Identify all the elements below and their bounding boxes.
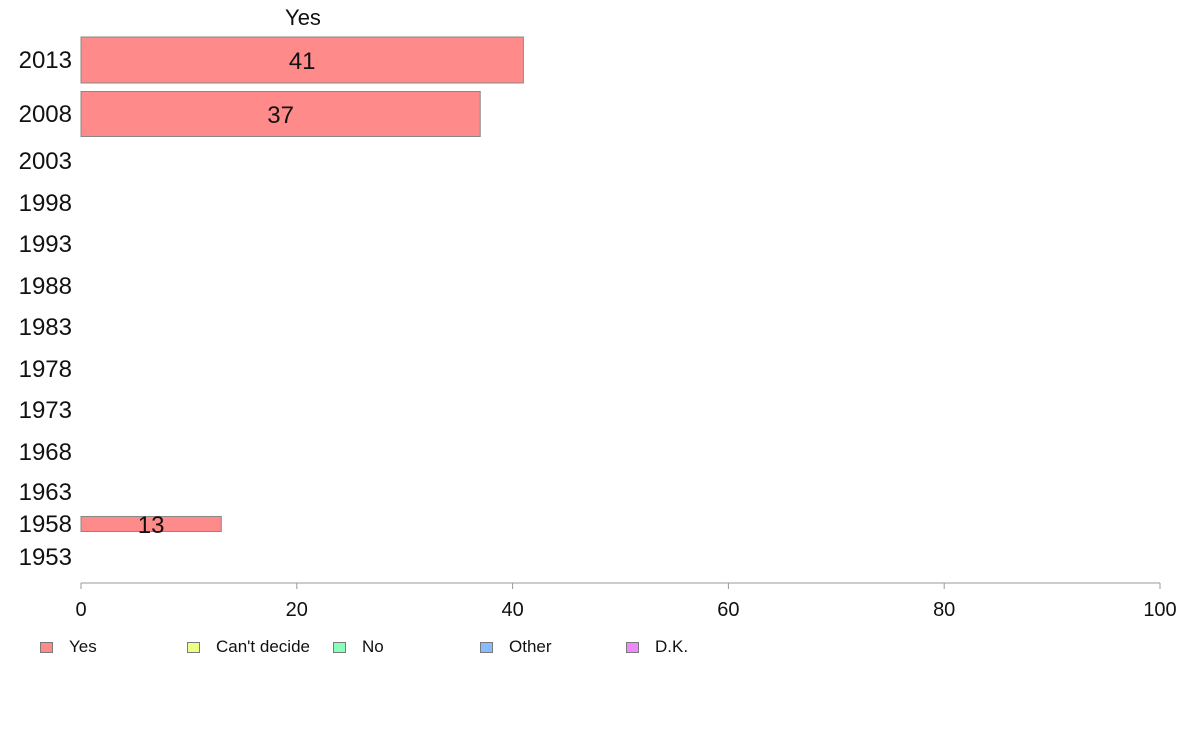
row-label: 1993 [19, 231, 72, 258]
legend-label: Can't decide [216, 637, 310, 656]
x-tick-label: 80 [933, 599, 955, 620]
bar-value-label: 13 [138, 512, 165, 539]
bar [80, 91, 481, 137]
bar-value-label: 41 [289, 48, 316, 75]
row-label: 1958 [19, 511, 72, 538]
x-tick-label: 40 [501, 599, 523, 620]
x-axis-ticks: 0 20 40 60 80 100 [75, 583, 1177, 620]
row-label: 1953 [19, 544, 72, 571]
legend-item: Yes [40, 634, 97, 660]
legend-swatch [480, 641, 493, 653]
row-label: 1968 [19, 439, 72, 466]
legend-swatch [40, 641, 53, 653]
row-label: 1998 [19, 190, 72, 217]
row-label: 2003 [19, 148, 72, 175]
row-label: 1963 [19, 479, 72, 506]
bar [80, 516, 222, 532]
bar-value-label: 37 [267, 102, 294, 129]
legend-item: No [333, 634, 384, 660]
x-tick-label: 60 [717, 599, 739, 620]
legend-label: Yes [69, 637, 97, 656]
legend-item: Can't decide [187, 634, 310, 660]
row-label: 2008 [19, 101, 72, 128]
bar [80, 36, 524, 84]
legend-label: D.K. [655, 637, 689, 656]
row-label: 2013 [19, 47, 72, 74]
legend: Yes Can't decide No Other D.K. [0, 634, 1188, 662]
row-labels: 2013 2008 2003 1998 1993 1988 1983 1978 1973 1968… [19, 47, 72, 571]
x-tick-label: 100 [1143, 599, 1176, 620]
legend-swatch [187, 641, 200, 653]
row-label: 1978 [19, 356, 72, 383]
bar-labels: 41 37 13 [138, 48, 316, 539]
bar-chart: Yes 201320082003199819931988198319781973… [19, 5, 1177, 620]
legend-label: Other [509, 637, 552, 656]
legend-swatch [626, 641, 639, 653]
x-tick-label: 0 [75, 599, 86, 620]
row-label: 1973 [19, 397, 72, 424]
column-header: Yes [285, 5, 321, 30]
row-label: 1988 [19, 273, 72, 300]
legend-item: D.K. [626, 634, 688, 660]
row-label: 1983 [19, 314, 72, 341]
legend-swatch [333, 641, 346, 653]
bars [80, 36, 524, 532]
legend-item: Other [480, 634, 552, 660]
x-tick-label: 20 [286, 599, 308, 620]
legend-label: No [362, 637, 384, 656]
